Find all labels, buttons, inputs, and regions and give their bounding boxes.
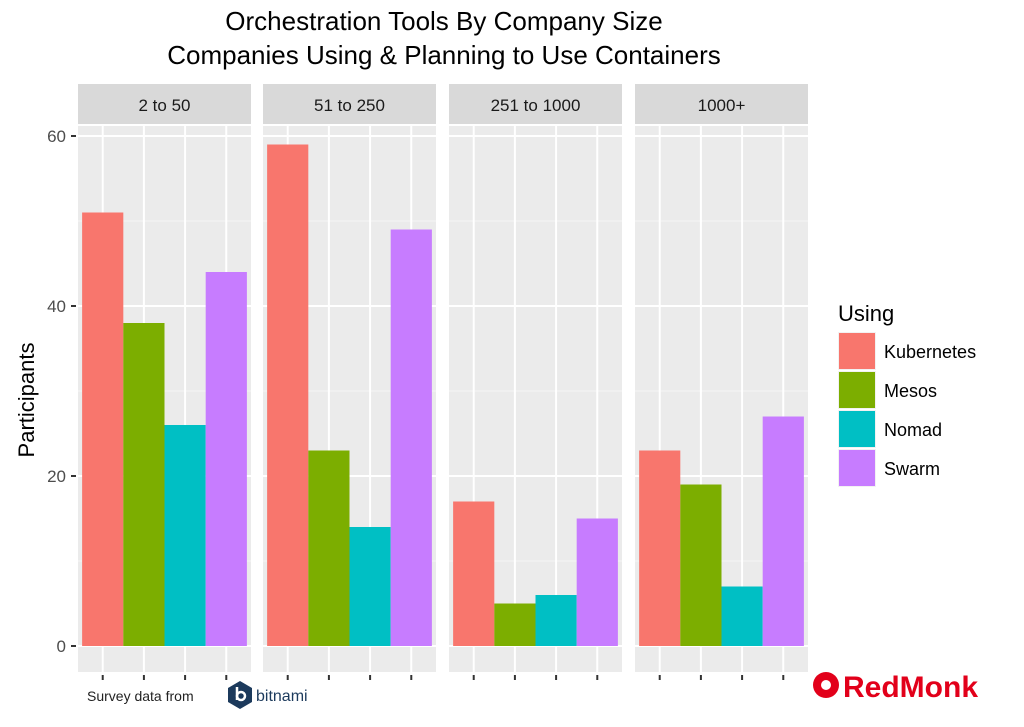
source-credit: Survey data from bitnami [87,681,308,709]
legend: Using Kubernetes Mesos Nomad Swarm [838,301,976,487]
legend-swatch-swarm [839,450,875,486]
legend-label: Swarm [884,459,940,479]
legend-swatch-mesos [839,372,875,408]
y-tick-label: 40 [47,297,66,316]
legend-swatch-nomad [839,411,875,447]
panel-strip [78,84,251,124]
redmonk-logo: RedMonk [813,671,978,704]
chart-title: Orchestration Tools By Company Size [225,6,662,36]
panel-strip-label: 1000+ [698,96,746,115]
panel-strip-label: 51 to 250 [314,96,385,115]
bitnami-logo-text: bitnami [256,688,308,705]
bar-kubernetes [82,212,124,646]
legend-swatch-kubernetes [839,333,875,369]
panel-strip-label: 2 to 50 [139,96,191,115]
bar-kubernetes [453,501,495,646]
y-tick-label: 60 [47,127,66,146]
bar-mesos [123,323,165,646]
legend-label: Mesos [884,381,937,401]
source-text: Survey data from [87,688,194,704]
panel-strip-label: 251 to 1000 [491,96,581,115]
bar-nomad [721,586,763,646]
bar-swarm [205,272,247,646]
bar-kubernetes [639,450,681,646]
panel-strip [635,84,808,124]
bar-swarm [762,416,804,646]
bar-nomad [164,425,206,646]
y-tick-label: 20 [47,467,66,486]
legend-label: Nomad [884,420,942,440]
y-axis-label: Participants [14,343,39,458]
chart-subtitle: Companies Using & Planning to Use Contai… [167,40,721,70]
legend-title: Using [838,301,894,326]
legend-label: Kubernetes [884,342,976,362]
bar-kubernetes [267,144,309,646]
panel-strip [449,84,622,124]
panel-2: 51 to 250 [263,84,436,680]
bar-nomad [535,595,577,646]
bar-mesos [494,603,536,646]
panel-3: 251 to 1000 [449,84,622,680]
bar-swarm [390,229,432,646]
bar-mesos [308,450,350,646]
y-tick-label: 0 [57,637,66,656]
bar-swarm [576,518,618,646]
redmonk-logo-text: RedMonk [843,671,978,704]
bar-nomad [349,527,391,646]
panel-4: 1000+ [635,84,808,680]
panel-1: 2 to 50 [78,84,251,680]
panel-strip [263,84,436,124]
bitnami-logo-icon [228,681,252,709]
bar-mesos [680,484,722,646]
